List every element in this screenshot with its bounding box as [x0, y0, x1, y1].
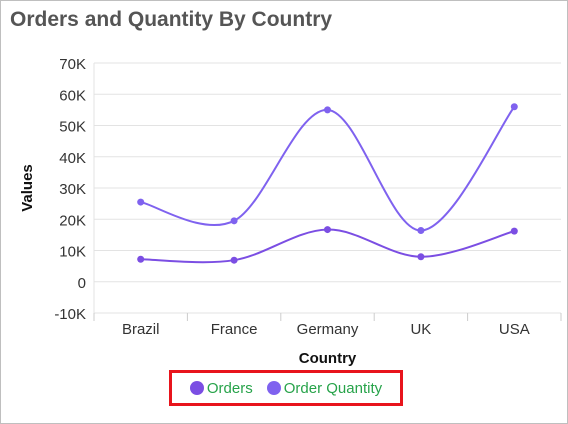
y-tick-label: 50K	[59, 119, 86, 136]
x-tick-label: France	[211, 321, 258, 338]
y-tick-label: 70K	[59, 56, 86, 73]
legend-marker-icon	[266, 381, 281, 395]
chart-title: Orders and Quantity By Country	[10, 8, 333, 31]
legend-label: Orders	[206, 379, 253, 397]
data-point[interactable]	[510, 103, 518, 111]
y-tick-label: 60K	[59, 87, 86, 104]
data-point[interactable]	[230, 256, 238, 264]
y-axis-title: Values	[19, 164, 36, 212]
y-tick-label: 40K	[59, 150, 86, 167]
data-point[interactable]	[324, 226, 331, 234]
series-line-0	[140, 228, 515, 264]
legend: Orders Order Quantity	[169, 370, 403, 406]
y-tick-label: -10K	[54, 306, 86, 323]
x-tick-label: Germany	[297, 321, 359, 338]
data-point[interactable]	[417, 253, 425, 261]
x-tick-label: UK	[410, 321, 431, 338]
y-tick-label: 10K	[59, 244, 86, 261]
legend-item[interactable]: Order Quantity	[266, 379, 383, 397]
series-line-1	[140, 106, 516, 232]
data-point[interactable]	[230, 217, 238, 225]
x-tick-label: USA	[499, 321, 530, 338]
data-point[interactable]	[417, 227, 425, 234]
legend-marker-icon	[189, 381, 204, 395]
y-tick-label: 0	[78, 275, 86, 292]
data-point[interactable]	[137, 198, 145, 206]
data-point[interactable]	[137, 255, 145, 263]
legend-label: Order Quantity	[283, 379, 383, 397]
x-tick-label: Brazil	[122, 321, 160, 338]
x-axis-title: Country	[299, 350, 357, 367]
y-tick-label: 20K	[59, 212, 86, 229]
data-point[interactable]	[324, 106, 331, 114]
y-tick-label: 30K	[59, 181, 86, 198]
data-point[interactable]	[510, 227, 518, 235]
legend-item[interactable]: Orders	[189, 379, 253, 397]
